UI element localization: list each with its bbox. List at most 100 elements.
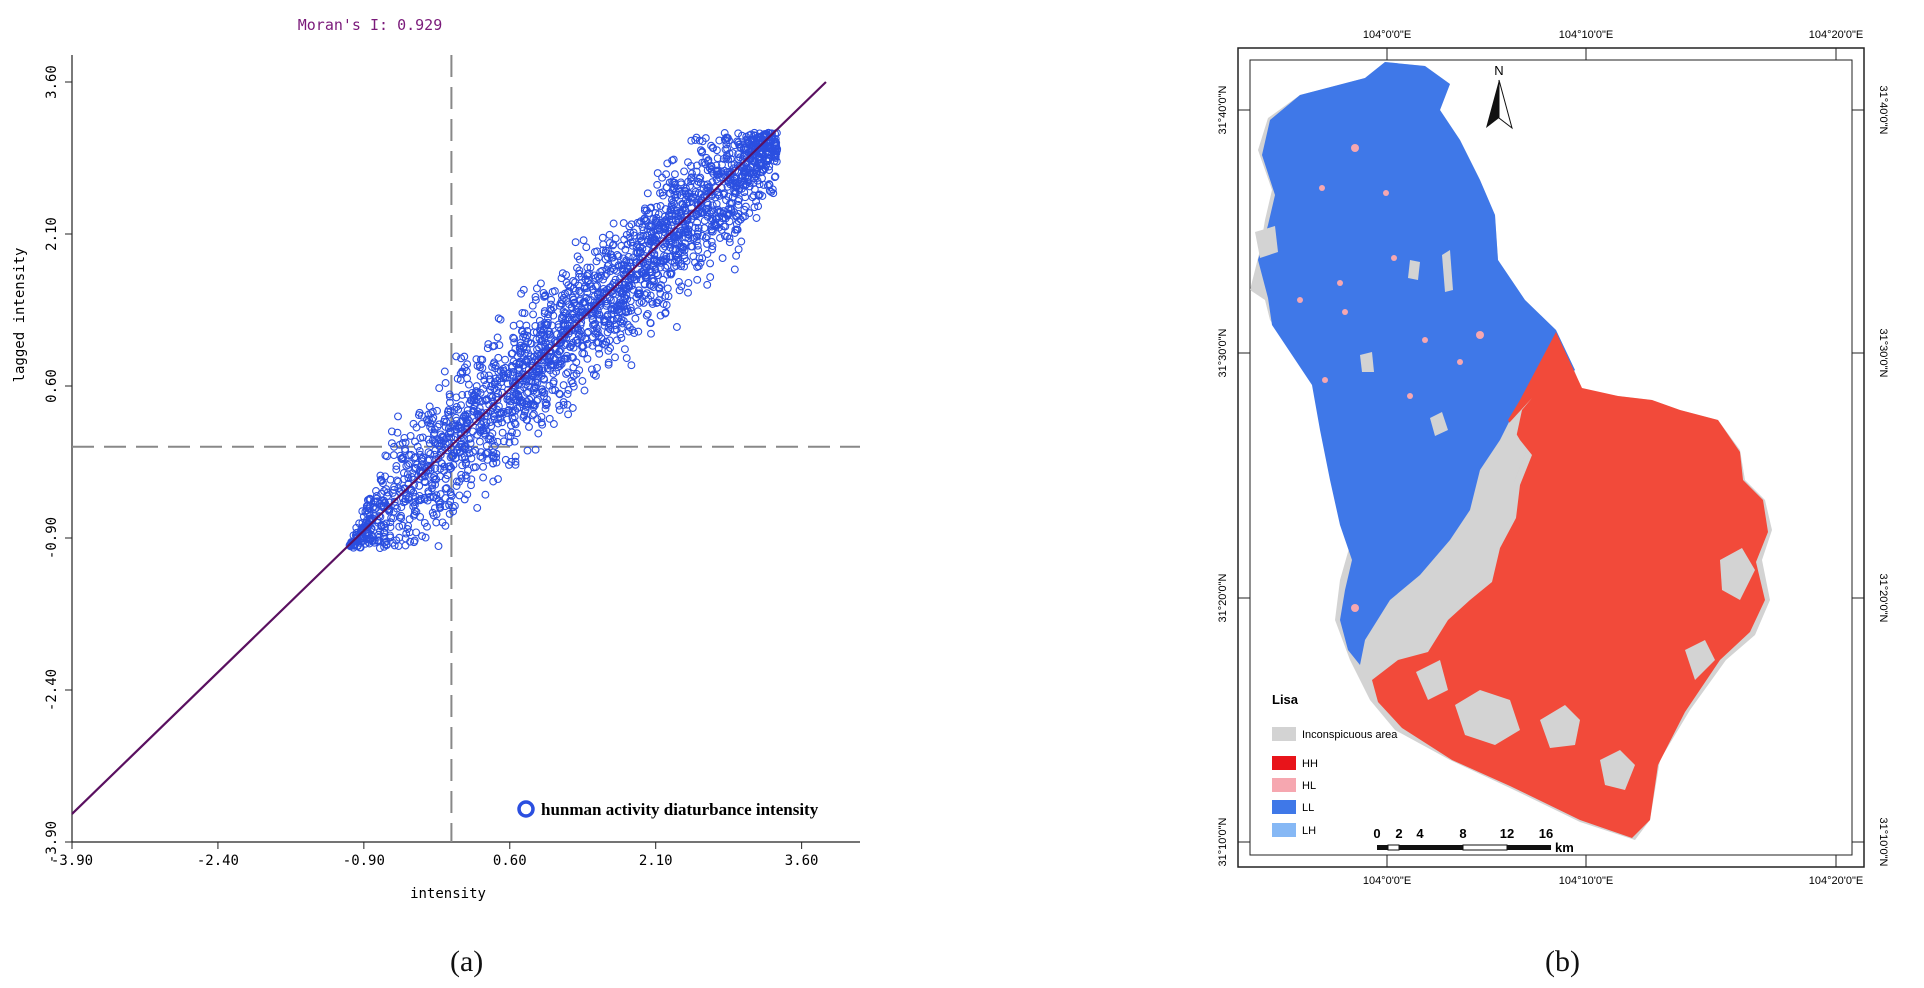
scatter-point (592, 257, 601, 266)
scatter-point (501, 455, 510, 464)
scatter-point (728, 179, 737, 188)
scatter-point (771, 172, 780, 181)
scatter-point (661, 263, 670, 272)
scatter-point (678, 217, 687, 226)
scatter-point (646, 319, 655, 328)
scatter-point (555, 406, 564, 414)
scatter-point (618, 319, 627, 328)
scatter-point (406, 486, 415, 495)
scatter-point (772, 157, 781, 166)
scatter-point (538, 336, 547, 345)
scatter-point (761, 142, 770, 150)
scatter-point (444, 406, 453, 415)
scatter-point (471, 446, 480, 455)
scatter-point (529, 310, 538, 319)
scatter-point (473, 503, 482, 512)
scale-unit: km (1555, 840, 1574, 855)
scatter-point (580, 386, 589, 395)
scatter-point (545, 414, 554, 423)
scatter-point (677, 259, 686, 268)
scatter-point (522, 402, 531, 411)
scatter-point (692, 232, 701, 241)
scatter-point (741, 167, 750, 176)
scatter-point (606, 321, 615, 329)
scatter-point (392, 465, 401, 474)
scatter-point (407, 485, 416, 494)
scatter-point (489, 452, 498, 461)
scatter-point (537, 385, 546, 394)
scatter-point (719, 209, 728, 218)
scatter-point (592, 328, 601, 337)
scatter-point (559, 321, 568, 329)
scatter-point (495, 341, 504, 350)
scatter-point (750, 185, 759, 194)
scatter-point (533, 374, 542, 383)
scatter-point (706, 259, 715, 268)
scatter-point (740, 151, 749, 160)
legend-label-inconspicuous: Inconspicuous area (1302, 729, 1398, 741)
scatter-point (559, 381, 568, 390)
scatter-point (428, 407, 437, 416)
scatter-point (405, 515, 414, 524)
legend-label-hl: HL (1302, 780, 1316, 792)
scatter-point (708, 242, 717, 251)
lat-label-left-2: 31°30'0"N (1217, 328, 1229, 377)
scatter-point (409, 419, 418, 428)
scatter-point (596, 267, 605, 276)
scatter-point (657, 218, 665, 227)
scatter-point (351, 539, 360, 548)
scatter-point (658, 173, 667, 182)
scatter-point (661, 292, 670, 300)
scatter-point (365, 516, 374, 525)
scatter-point (361, 539, 370, 548)
scatter-point (734, 200, 743, 209)
scatter-point (514, 375, 523, 384)
lon-label-top-2: 104°10'0"E (1559, 29, 1613, 41)
scatter-point (606, 325, 615, 334)
scatter-point (420, 518, 429, 527)
scatter-point (590, 247, 599, 256)
scatter-point (386, 518, 395, 527)
scatter-point (534, 429, 543, 438)
scatter-point (511, 420, 520, 429)
scatter-point (441, 422, 450, 431)
scatter-point (586, 263, 595, 272)
scatter-point (482, 418, 491, 427)
scatter-point (599, 246, 608, 255)
scatter-point (585, 269, 594, 278)
legend-label: hunman activity diaturbance intensity (541, 800, 819, 819)
scatter-point (684, 158, 692, 167)
scatter-point (510, 334, 519, 343)
scatter-point (590, 301, 599, 310)
scatter-point (649, 276, 658, 285)
scatter-point (420, 477, 429, 486)
scatter-point (730, 265, 739, 274)
scatter-point (447, 443, 455, 452)
scatter-point (634, 307, 642, 316)
north-arrow-icon: N (1486, 63, 1513, 130)
scale-label-16: 16 (1539, 826, 1553, 841)
scatter-point (653, 298, 662, 307)
scale-label-0: 0 (1373, 826, 1380, 841)
scatter-point (680, 251, 689, 260)
scatter-point (617, 323, 626, 332)
scatter-point (725, 136, 733, 145)
scatter-point (350, 541, 359, 550)
scatter-point (429, 492, 438, 501)
scatter-point (540, 352, 549, 361)
scatter-point (605, 294, 614, 303)
scatter-point (709, 170, 718, 178)
scatter-point (379, 528, 388, 537)
scatter-point (696, 146, 705, 155)
scatter-point (463, 410, 472, 419)
scatter-point (380, 538, 389, 547)
scatter-point (667, 215, 676, 224)
scatter-point (404, 474, 413, 483)
scatter-point (490, 342, 499, 350)
regression-line (71, 81, 827, 815)
scatter-point (684, 177, 693, 186)
scatter-point (467, 475, 476, 484)
scatter-point (496, 315, 505, 324)
scatter-point (440, 417, 448, 426)
scatter-point (548, 386, 557, 394)
